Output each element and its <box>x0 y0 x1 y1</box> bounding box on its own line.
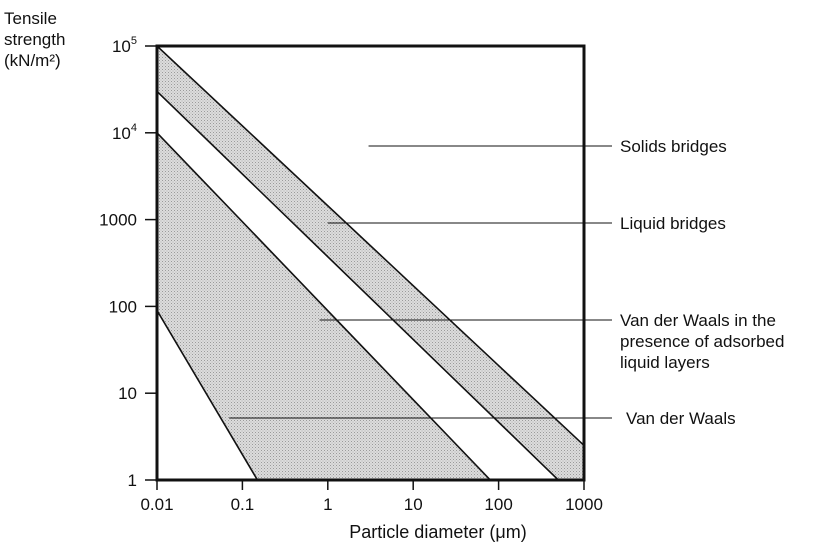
y-axis-label-text: Tensile strength (kN/m²) <box>4 9 65 70</box>
x-tick-label: 1 <box>323 495 332 514</box>
y-axis-label: Tensile strength (kN/m²) <box>4 9 65 70</box>
x-axis-ticks: 0.01 0.1 1 10 100 1000 <box>140 480 603 514</box>
x-tick-label: 1000 <box>565 495 603 514</box>
band-1-lower-line <box>157 90 559 480</box>
annotation-label-1: Solids bridges <box>620 137 727 156</box>
y-axis-ticks: 105 104 1000 100 10 1 <box>99 35 157 490</box>
plot-frame <box>155 44 586 482</box>
y-tick-label: 104 <box>112 122 137 143</box>
band-2-lower-line <box>157 309 259 480</box>
y-tick-label: 1000 <box>99 211 137 230</box>
x-tick-label: 10 <box>404 495 423 514</box>
band-1-upper-line <box>157 46 584 447</box>
x-tick-label: 100 <box>484 495 512 514</box>
x-tick-label: 0.1 <box>231 495 255 514</box>
y-tick-label: 105 <box>112 35 137 56</box>
annotations: Solids bridges Liquid bridges Van der Waal… <box>229 137 784 428</box>
x-tick-label: 0.01 <box>140 495 173 514</box>
annotation-label-4: Van der Waals <box>626 409 736 428</box>
y-tick-label: 10 <box>118 384 137 403</box>
x-axis-label: Particle diameter (μm) <box>349 522 526 542</box>
annotation-label-3: Van der Waals in the presence of adsorbed… <box>620 311 784 372</box>
band-1-fill <box>157 46 584 480</box>
annotation-label-2: Liquid bridges <box>620 214 726 233</box>
y-tick-label: 1 <box>128 471 137 490</box>
band-boundary-lines <box>157 46 584 480</box>
y-tick-label: 100 <box>109 297 137 316</box>
shaded-bands <box>157 46 584 480</box>
band-2-upper-line <box>157 132 491 480</box>
